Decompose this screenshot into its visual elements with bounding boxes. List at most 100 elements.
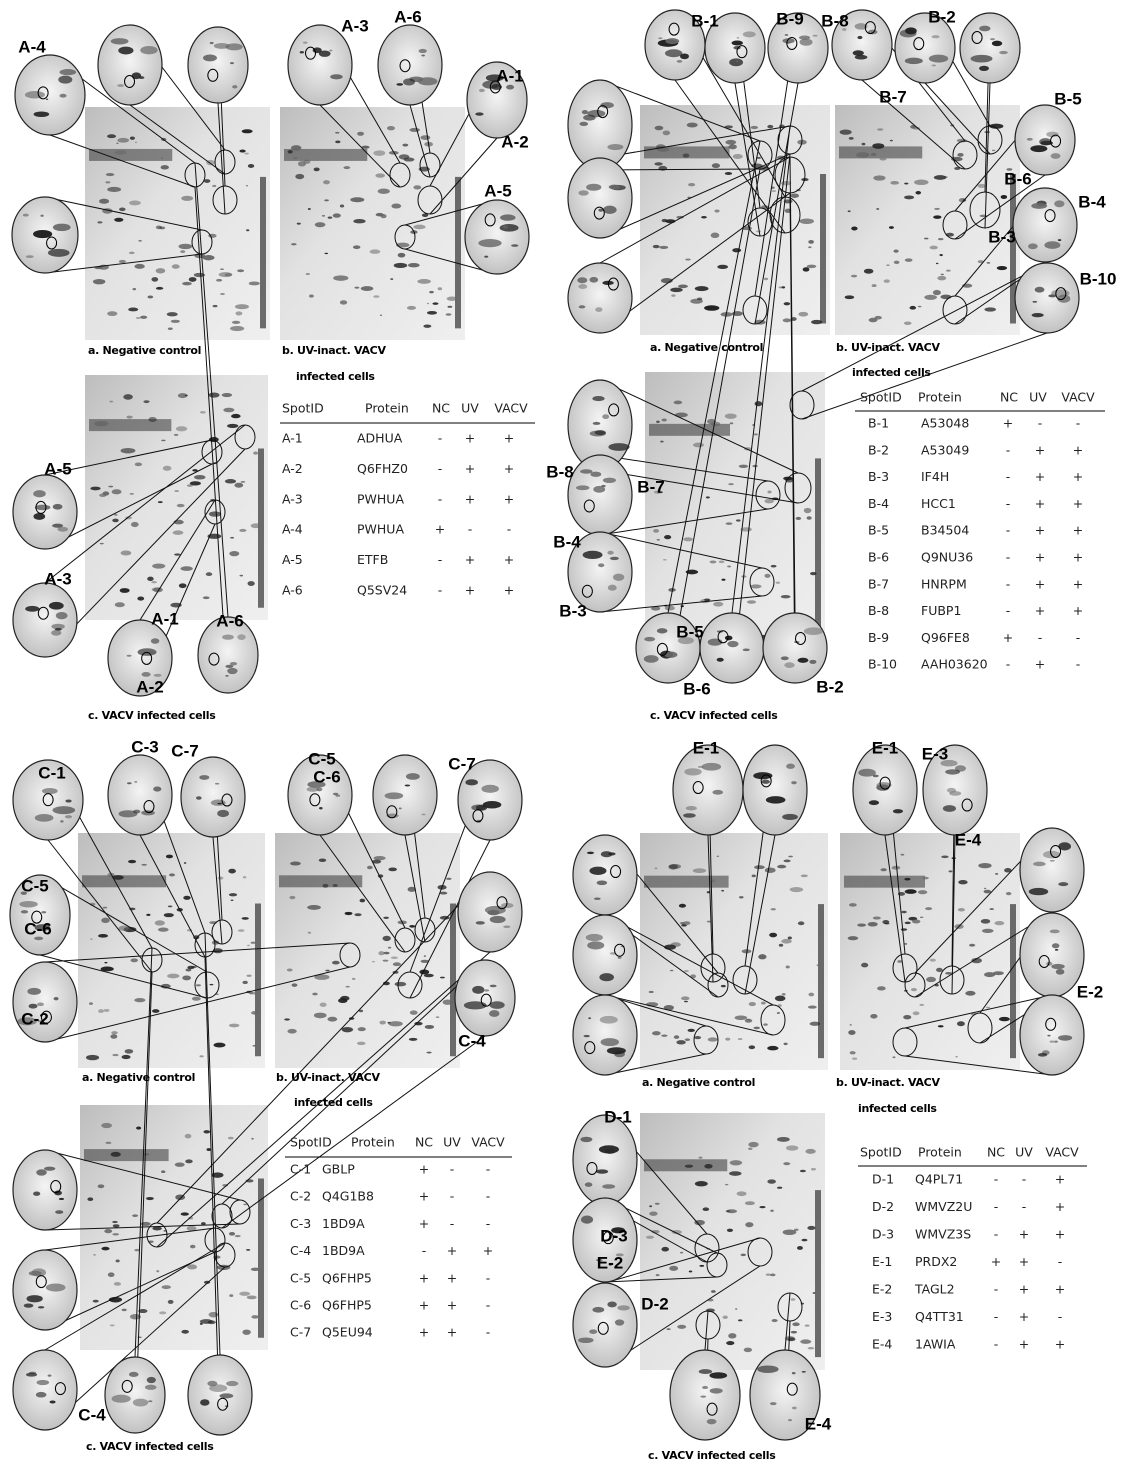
spot: [241, 481, 246, 483]
spot: [699, 1265, 704, 1267]
spot: [48, 1375, 52, 1377]
spot: [106, 173, 115, 176]
spot: [1028, 243, 1038, 249]
spot: [251, 1315, 258, 1319]
spot: [409, 128, 419, 132]
spot: [417, 279, 431, 284]
spot: [741, 1254, 746, 1256]
spot-label: A-5: [44, 459, 71, 478]
spot: [89, 1002, 93, 1005]
spot: [925, 907, 932, 910]
spot: [59, 1198, 64, 1200]
spot: [792, 1322, 799, 1326]
spot: [894, 261, 900, 264]
spot: [897, 960, 902, 963]
zoom-inset: [13, 962, 77, 1042]
inset-background: [105, 1357, 165, 1433]
spot-label: D-3: [600, 1226, 627, 1245]
table-cell: +: [465, 491, 475, 506]
spot: [656, 1274, 660, 1276]
table-cell: ADHUA: [357, 431, 403, 446]
spot: [1050, 1041, 1055, 1043]
spot: [749, 1002, 756, 1006]
spot: [754, 433, 758, 435]
spot: [56, 612, 68, 619]
spot: [184, 862, 186, 864]
gel: [640, 1113, 825, 1370]
spot: [840, 129, 852, 134]
spot: [702, 1386, 708, 1389]
spot: [37, 1002, 44, 1006]
table-cell: -: [1076, 416, 1081, 431]
spot: [216, 279, 222, 282]
inset-background: [288, 25, 352, 105]
spot: [758, 954, 766, 959]
spot: [764, 574, 770, 578]
spot: [766, 796, 786, 804]
spot: [340, 205, 344, 208]
spot: [767, 1179, 776, 1183]
spot: [288, 150, 293, 153]
spot: [1055, 949, 1058, 951]
spot: [131, 958, 138, 962]
spot: [383, 936, 391, 941]
spot: [797, 1246, 803, 1250]
spot: [206, 1148, 211, 1151]
spot: [1052, 943, 1060, 948]
gel: [280, 107, 465, 340]
spot: [251, 523, 262, 528]
spot: [209, 511, 221, 516]
spot: [146, 914, 150, 916]
spot: [876, 208, 879, 210]
spot: [225, 273, 232, 276]
spot-label: E-1: [693, 738, 719, 757]
spot: [239, 529, 246, 532]
spot: [892, 866, 901, 870]
table-cell: +: [419, 1162, 429, 1177]
spot: [655, 1203, 660, 1205]
spot: [53, 224, 71, 231]
spot: [53, 504, 63, 510]
table-cell: -: [994, 1282, 999, 1297]
spot: [586, 934, 603, 941]
spot: [93, 1300, 99, 1303]
table-cell: +: [419, 1298, 429, 1313]
spot: [904, 943, 907, 945]
spot: [181, 1330, 189, 1334]
spot-label: E-1: [872, 738, 898, 757]
spot: [291, 145, 301, 151]
spot: [112, 489, 122, 494]
spot: [19, 901, 37, 907]
table-cell: +: [419, 1189, 429, 1204]
spot: [60, 94, 67, 98]
table-cell: +: [1035, 469, 1045, 484]
table-cell: +: [465, 583, 475, 598]
table-cell: -: [486, 1216, 491, 1231]
spot: [24, 1304, 34, 1308]
spot: [721, 985, 726, 987]
caption: c. VACV infected cells: [650, 709, 778, 722]
spot: [717, 265, 728, 269]
spot: [693, 868, 706, 873]
spot: [108, 486, 113, 488]
spot: [503, 925, 510, 928]
table-cell: +: [991, 1254, 1001, 1269]
spot: [185, 1159, 193, 1163]
table-cell: Q6FHP5: [322, 1270, 372, 1285]
spot: [340, 300, 347, 304]
zoom-inset: [568, 455, 632, 535]
spot: [875, 316, 882, 320]
gel-band: [644, 876, 729, 888]
spot: [1051, 964, 1064, 969]
spot: [704, 305, 719, 310]
spot: [58, 76, 72, 84]
caption: infected cells: [858, 1102, 937, 1115]
spot: [46, 1283, 66, 1291]
spot: [229, 1294, 233, 1297]
spot: [289, 896, 295, 899]
spot: [1054, 200, 1064, 207]
spot: [649, 1205, 652, 1207]
zoom-inset: [13, 1350, 77, 1430]
spot: [111, 1152, 121, 1157]
spot: [35, 814, 54, 822]
